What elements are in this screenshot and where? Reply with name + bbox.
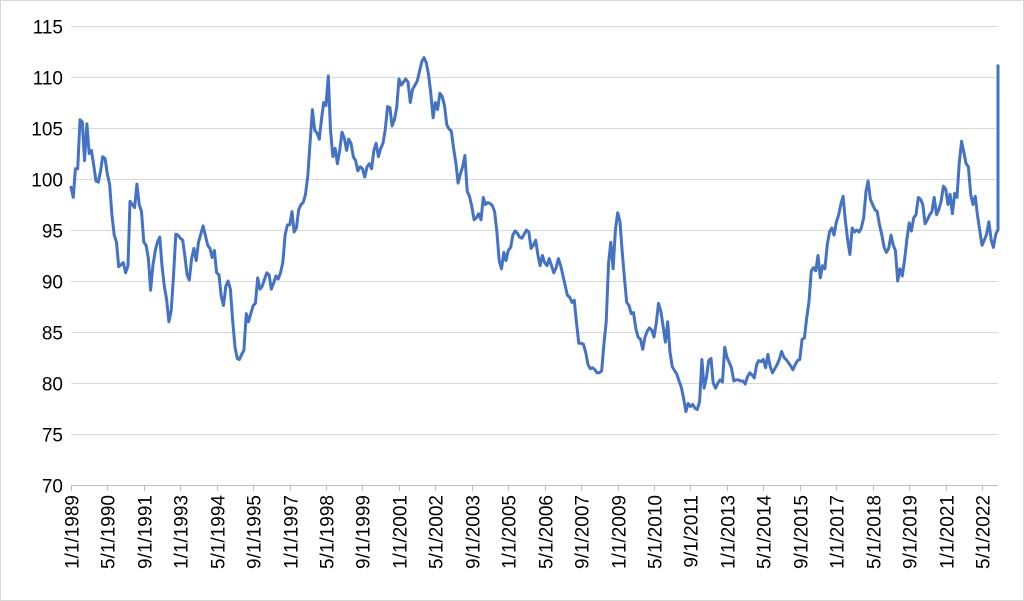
x-tick-label: 1/1/2013	[719, 495, 740, 569]
x-tick-label: 5/1/2006	[537, 495, 558, 569]
x-tick-label: 9/1/1999	[354, 495, 375, 569]
x-axis-tick-labels: 1/1/1989 5/1/1990 9/1/1991 1/1/1993 5/1/1994…	[63, 495, 995, 569]
x-tick-label: 5/1/2010	[646, 495, 667, 569]
x-tick-label: 1/1/1993	[172, 495, 193, 569]
x-tick-label: 5/1/2014	[755, 495, 776, 569]
y-tick-label: 105	[31, 120, 63, 141]
x-tick-label: 1/1/1997	[282, 495, 303, 569]
y-tick-label: 85	[42, 324, 63, 345]
x-tick-label: 5/1/2022	[974, 495, 995, 569]
y-axis-tick-labels: 70 75 80 85 90 95 100 105 110 115	[31, 18, 63, 498]
x-tick-label: 1/1/2005	[500, 495, 521, 569]
x-tick-label: 9/1/2007	[573, 495, 594, 569]
x-tick-label: 9/1/2015	[792, 495, 813, 569]
y-tick-label: 95	[42, 222, 63, 243]
x-tick-label: 9/1/2003	[464, 495, 485, 569]
x-tick-label: 9/1/1995	[245, 495, 266, 569]
x-tick-label: 5/1/2018	[865, 495, 886, 569]
x-tick-label: 1/1/2009	[610, 495, 631, 569]
x-tick-label: 5/1/1998	[318, 495, 339, 569]
x-tick-label: 1/1/2001	[391, 495, 412, 569]
series-line-0	[69, 56, 1000, 414]
x-tick-label: 1/1/2017	[828, 495, 849, 569]
x-tick-label: 9/1/2019	[901, 495, 922, 569]
y-tick-label: 110	[33, 69, 63, 90]
plot-area	[69, 56, 1000, 414]
x-tick-label: 9/1/1991	[136, 495, 157, 569]
y-tick-label: 80	[42, 375, 63, 396]
axes	[71, 485, 998, 491]
x-tick-label: 5/1/2002	[427, 495, 448, 569]
x-tick-label: 5/1/1990	[99, 495, 120, 569]
x-tick-label: 1/1/2021	[938, 495, 959, 569]
y-tick-label: 75	[42, 426, 63, 447]
y-tick-label: 90	[42, 273, 63, 294]
x-tick-label: 5/1/1994	[209, 495, 230, 569]
gridlines	[71, 26, 998, 435]
y-tick-label: 100	[31, 171, 63, 192]
x-tick-label: 1/1/1989	[63, 495, 84, 569]
y-tick-label: 115	[33, 18, 63, 39]
y-tick-label: 70	[42, 477, 63, 498]
x-tick-label: 9/1/2011	[682, 495, 703, 568]
